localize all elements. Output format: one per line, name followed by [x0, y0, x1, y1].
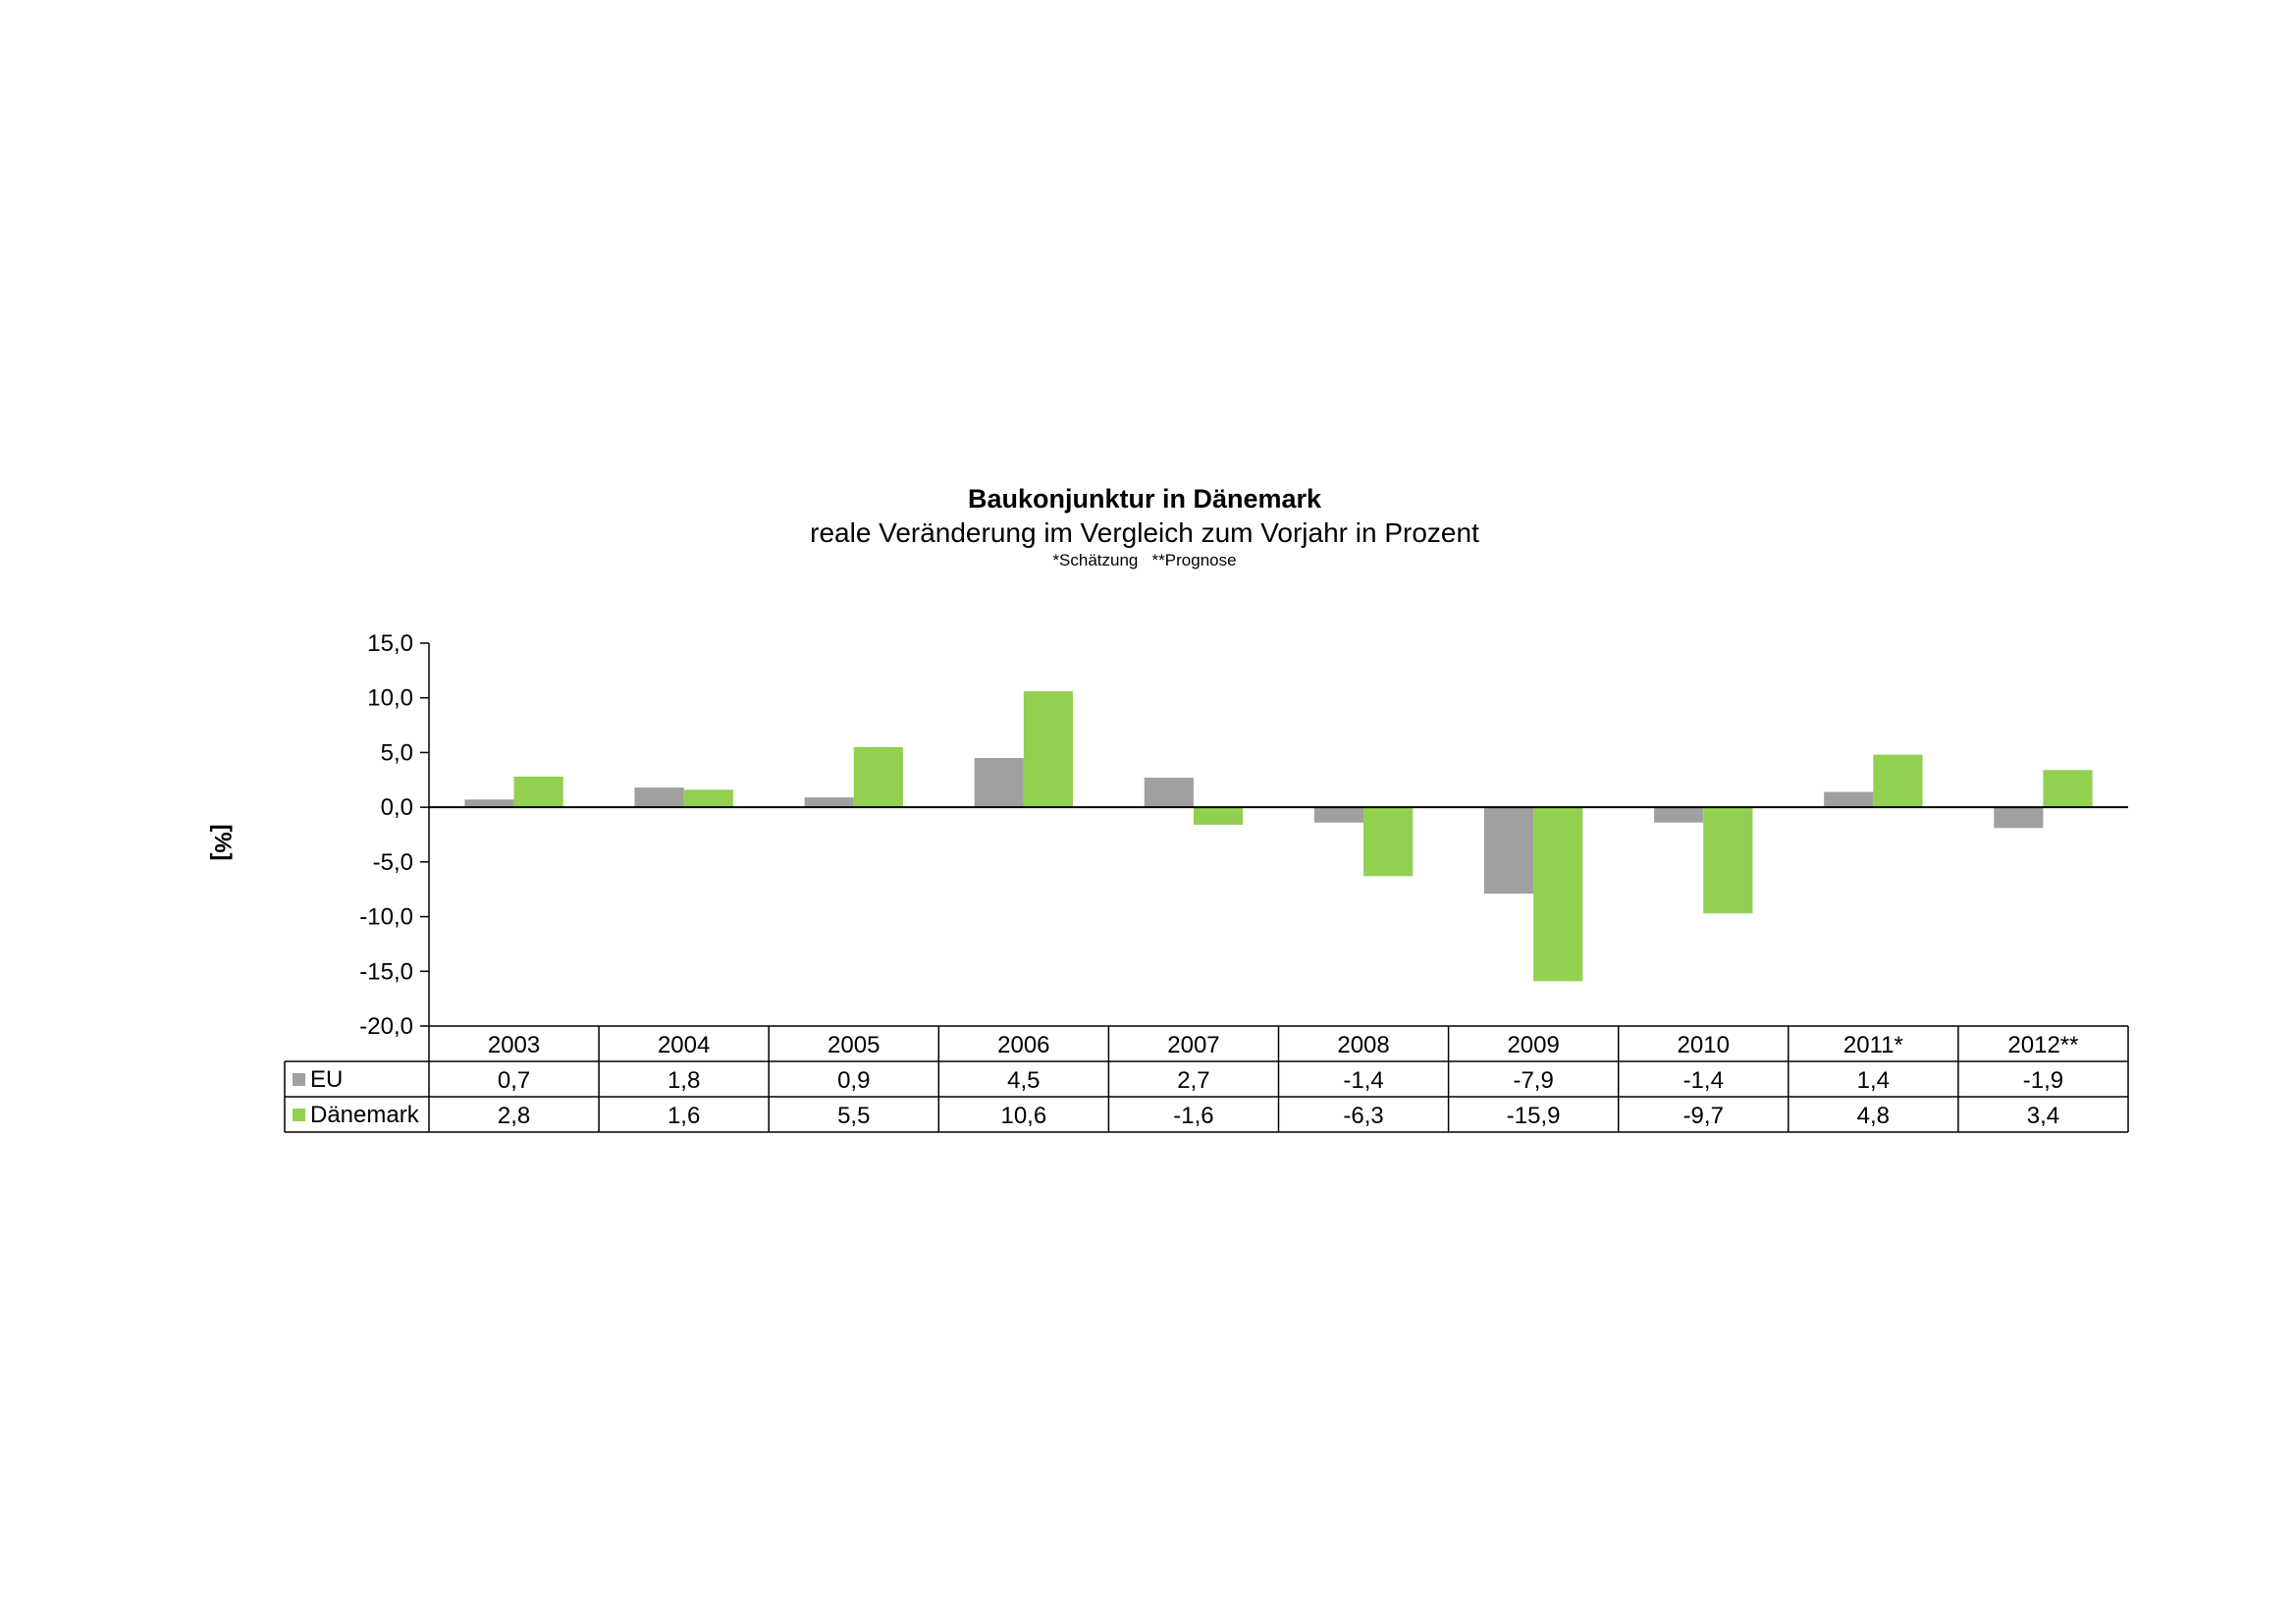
data-label: -1,9 — [2023, 1067, 2063, 1094]
data-label: -7,9 — [1513, 1067, 1553, 1094]
legend-label: EU — [310, 1066, 343, 1093]
data-table: 2003 2004 2005 2006 2007 2008 2009 2010 2011* 201… — [284, 1025, 2129, 1133]
data-label: -1,4 — [1343, 1067, 1383, 1094]
data-label: 4,5 — [1007, 1067, 1040, 1094]
x-tick-label: 2005 — [828, 1032, 880, 1058]
x-tick-label: 2009 — [1507, 1032, 1559, 1058]
chart-note: *Schätzung **Prognose — [1052, 551, 1236, 569]
data-label: -6,3 — [1343, 1103, 1383, 1129]
bar-eu — [1994, 807, 2044, 829]
data-label: 5,5 — [837, 1103, 870, 1129]
bar-eu — [634, 787, 684, 808]
data-label: 1,4 — [1857, 1067, 1890, 1094]
bar-eu — [1144, 778, 1194, 808]
x-tick-label: 2007 — [1167, 1032, 1219, 1058]
x-tick-label: 2011* — [1843, 1032, 1903, 1058]
bar-daenemark — [2043, 770, 2093, 808]
bar-daenemark — [1363, 807, 1414, 877]
data-label: -15,9 — [1507, 1103, 1561, 1129]
legend-label: Dänemark — [310, 1102, 420, 1128]
data-label: -1,4 — [1683, 1067, 1724, 1094]
data-label: -1,6 — [1173, 1103, 1213, 1129]
x-tick-label: 2008 — [1337, 1032, 1389, 1058]
bar-daenemark — [1193, 807, 1244, 825]
data-label: 0,9 — [837, 1067, 870, 1094]
data-label: 2,7 — [1177, 1067, 1209, 1094]
plot-area: 15,0 10,0 5,0 0,0 -5,0 -10,0 -15,0 -20,0 — [359, 630, 2128, 1040]
bar-daenemark — [1703, 807, 1753, 914]
bar-daenemark — [853, 746, 903, 808]
y-tick-label: 10,0 — [367, 685, 413, 712]
bar-eu — [1824, 791, 1874, 808]
bar-daenemark — [513, 776, 563, 808]
x-tick-label: 2010 — [1678, 1032, 1730, 1058]
data-label: 2,8 — [498, 1103, 530, 1129]
data-label: 1,8 — [667, 1067, 700, 1094]
y-tick-label: 15,0 — [367, 630, 413, 657]
bar-daenemark — [1873, 754, 1923, 808]
bar-eu — [1483, 807, 1534, 894]
bar-daenemark — [1533, 807, 1583, 982]
y-tick-label: -15,0 — [359, 958, 413, 985]
bar-eu — [974, 758, 1024, 808]
bar-daenemark — [1023, 691, 1074, 808]
bar-eu — [1313, 807, 1364, 823]
bar-eu — [804, 797, 854, 808]
data-label: 10,6 — [1000, 1103, 1046, 1129]
bar-daenemark — [683, 789, 733, 808]
y-tick-label: -5,0 — [373, 849, 413, 876]
data-label: 3,4 — [2027, 1103, 2059, 1129]
y-tick-label: 5,0 — [381, 739, 413, 766]
legend-swatch — [293, 1073, 305, 1086]
legend-swatch — [293, 1109, 305, 1121]
y-axis-label: [%] — [209, 824, 236, 860]
data-label: 1,6 — [667, 1103, 700, 1129]
data-label: 4,8 — [1857, 1103, 1890, 1129]
y-tick-label: 0,0 — [381, 794, 413, 821]
chart-subtitle: reale Veränderung im Vergleich zum Vorja… — [810, 517, 1479, 548]
bar-eu — [464, 799, 514, 808]
x-tick-label: 2006 — [997, 1032, 1049, 1058]
x-tick-label: 2004 — [658, 1032, 710, 1058]
y-tick-label: -10,0 — [359, 904, 413, 931]
x-tick-label: 2003 — [488, 1032, 540, 1058]
bar-eu — [1654, 807, 1704, 823]
x-tick-label: 2012** — [2007, 1032, 2078, 1058]
y-tick-label: -20,0 — [359, 1013, 413, 1040]
data-label: 0,7 — [498, 1067, 530, 1094]
data-label: -9,7 — [1683, 1103, 1724, 1129]
chart-title: Baukonjunktur in Dänemark — [968, 484, 1322, 514]
